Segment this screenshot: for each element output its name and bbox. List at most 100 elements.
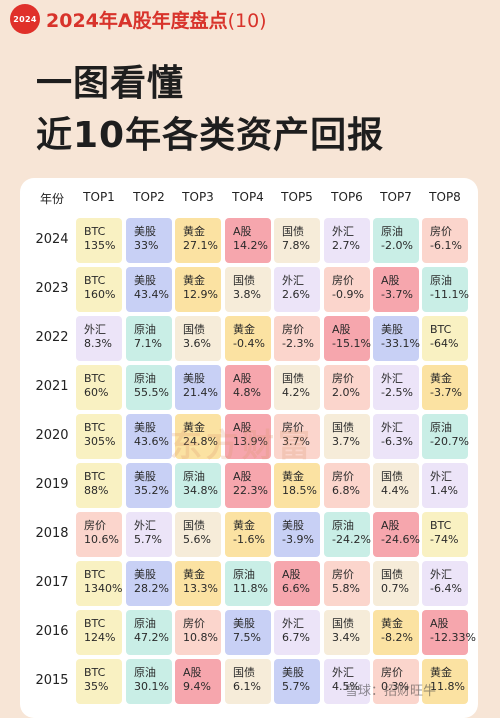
headline-line-1: 一图看懂 [36, 63, 185, 104]
series-number: (10) [227, 10, 267, 32]
asset-return-value: -3.7% [381, 288, 413, 301]
asset-return-cell: 外汇 2.6% [274, 267, 320, 312]
asset-return-value: -74% [430, 533, 459, 546]
year-label: 2021 [35, 379, 69, 394]
asset-name: BTC [84, 666, 106, 679]
asset-return-value: 47.2% [134, 631, 169, 644]
asset-name: BTC [84, 568, 106, 581]
asset-return-value: 88% [84, 484, 109, 497]
year-label: 2016 [35, 624, 69, 639]
asset-name: A股 [381, 274, 400, 287]
asset-return-value: 7.8% [282, 239, 310, 252]
asset-return-cell: 美股 43.4% [126, 267, 172, 312]
asset-return-cell: 外汇 2.7% [324, 218, 370, 263]
asset-name: 房价 [381, 666, 403, 679]
asset-name: BTC [84, 421, 106, 434]
asset-return-value: 30.1% [134, 680, 169, 693]
asset-return-value: -15.1% [332, 337, 371, 350]
asset-name: A股 [233, 372, 252, 385]
asset-name: 原油 [134, 372, 156, 385]
asset-return-value: -6.1% [430, 239, 462, 252]
asset-return-value: -2.3% [282, 337, 314, 350]
asset-return-cell: A股 -3.7% [373, 267, 419, 312]
asset-return-value: 12.9% [183, 288, 218, 301]
asset-name: 黄金 [233, 323, 255, 336]
asset-name: BTC [430, 323, 452, 336]
asset-name: A股 [233, 225, 252, 238]
asset-name: 国债 [381, 470, 403, 483]
asset-name: 外汇 [381, 372, 403, 385]
asset-return-cell: 原油 -20.7% [422, 414, 469, 459]
asset-return-value: 0.3% [381, 680, 409, 693]
asset-return-cell: A股 4.8% [225, 365, 271, 410]
asset-return-value: -0.4% [233, 337, 265, 350]
asset-name: A股 [381, 519, 400, 532]
asset-return-value: 55.5% [134, 386, 169, 399]
asset-name: BTC [84, 225, 106, 238]
asset-return-value: -8.2% [381, 631, 413, 644]
asset-return-value: 3.6% [183, 337, 211, 350]
asset-return-cell: 外汇 4.5% [324, 659, 370, 704]
asset-return-cell: 房价 0.3% [373, 659, 419, 704]
asset-name: 美股 [282, 519, 304, 532]
asset-name: A股 [282, 568, 301, 581]
year-label: 2015 [35, 673, 69, 688]
asset-name: 外汇 [430, 470, 452, 483]
asset-return-value: 10.8% [183, 631, 218, 644]
asset-name: 原油 [183, 470, 205, 483]
asset-return-value: -11.1% [430, 288, 469, 301]
asset-return-cell: 房价 -0.9% [324, 267, 370, 312]
asset-return-cell: 国债 3.6% [175, 316, 221, 361]
asset-name: A股 [332, 323, 351, 336]
asset-return-value: 2.7% [332, 239, 360, 252]
asset-return-cell: 美股 7.5% [225, 610, 271, 655]
asset-return-value: 4.8% [233, 386, 261, 399]
asset-name: 原油 [233, 568, 255, 581]
rank-column-header: TOP8 [429, 190, 461, 204]
year-label: 2017 [35, 575, 69, 590]
asset-name: A股 [233, 470, 252, 483]
asset-return-value: 13.9% [233, 435, 268, 448]
asset-name: 房价 [183, 617, 205, 630]
header: 2024 2024年A股年度盘点(10) 一图看懂 近10年各类资产回报 [0, 0, 500, 170]
asset-name: BTC [430, 519, 452, 532]
asset-name: 外汇 [332, 225, 354, 238]
asset-return-cell: A股 -15.1% [324, 316, 371, 361]
asset-return-cell: BTC -64% [422, 316, 468, 361]
rank-column-header: TOP7 [380, 190, 412, 204]
asset-return-cell: 原油 55.5% [126, 365, 172, 410]
asset-return-cell: A股 13.9% [225, 414, 271, 459]
asset-return-value: 24.8% [183, 435, 218, 448]
asset-return-cell: 房价 5.8% [324, 561, 370, 606]
asset-return-cell: 黄金 18.5% [274, 463, 320, 508]
asset-return-cell: 黄金 -3.7% [422, 365, 468, 410]
footer-watermark: 雪球：招财旺牛 [345, 684, 437, 699]
asset-return-cell: 美股 5.7% [274, 659, 320, 704]
asset-return-cell: 房价 -6.1% [422, 218, 468, 263]
asset-name: 美股 [134, 568, 156, 581]
asset-return-cell: 黄金 24.8% [175, 414, 221, 459]
asset-return-cell: 国债 3.7% [324, 414, 370, 459]
asset-return-cell: BTC 88% [76, 463, 122, 508]
asset-return-cell: 黄金 -0.4% [225, 316, 271, 361]
year-label: 2022 [35, 330, 69, 345]
rank-column-header: TOP5 [281, 190, 313, 204]
asset-name: 外汇 [282, 274, 304, 287]
asset-return-value: -20.7% [430, 435, 469, 448]
asset-return-cell: 原油 34.8% [175, 463, 221, 508]
asset-name: 黄金 [233, 519, 255, 532]
asset-name: BTC [84, 617, 106, 630]
asset-name: 美股 [134, 274, 156, 287]
asset-return-value: 6.8% [332, 484, 360, 497]
year-label: 2023 [35, 281, 69, 296]
asset-name: 外汇 [430, 568, 452, 581]
asset-return-value: 7.5% [233, 631, 261, 644]
asset-name: 外汇 [134, 519, 156, 532]
asset-return-value: 7.1% [134, 337, 162, 350]
asset-return-value: 13.3% [183, 582, 218, 595]
asset-return-cell: 原油 7.1% [126, 316, 172, 361]
asset-return-cell: 原油 11.8% [225, 561, 271, 606]
asset-return-cell: 外汇 -6.4% [422, 561, 468, 606]
asset-return-cell: 美股 21.4% [175, 365, 221, 410]
asset-return-value: 6.6% [282, 582, 310, 595]
